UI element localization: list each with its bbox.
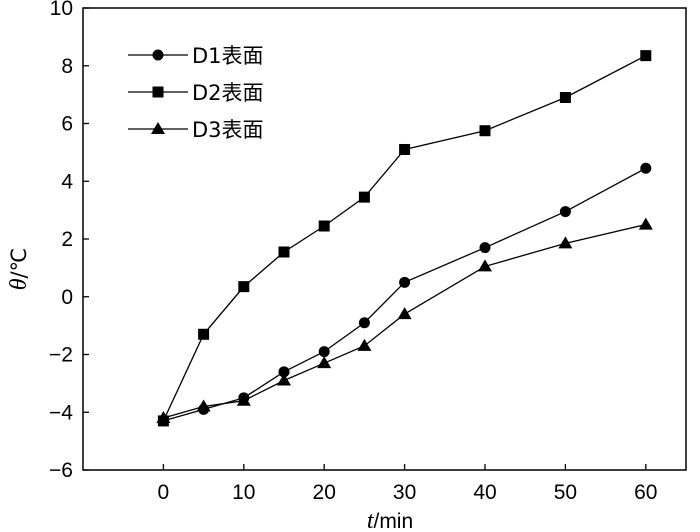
y-tick-label: −2 (49, 344, 73, 367)
data-point-triangle (196, 399, 211, 412)
data-point-square (238, 281, 250, 293)
series-line (163, 167, 647, 422)
data-point-triangle (236, 393, 251, 406)
y-axis-unit: /℃ (7, 248, 31, 279)
y-tick-label: −4 (49, 401, 73, 424)
legend-marker-triangle (151, 122, 165, 134)
y-axis-title: θ/℃ (6, 248, 32, 290)
y-tick-label: −6 (49, 459, 73, 482)
x-axis-title: t/min (367, 508, 413, 532)
data-point-square (318, 220, 330, 232)
data-point-triangle (558, 236, 573, 249)
data-point-triangle (478, 259, 492, 272)
y-axis-var: θ (6, 278, 32, 290)
legend-item-2: D2表面 (128, 81, 264, 105)
y-tick-label: 6 (61, 113, 73, 136)
x-tick-label: 30 (393, 481, 416, 504)
data-point-circle (318, 346, 330, 358)
data-point-triangle (638, 217, 653, 230)
y-tick-label: 10 (50, 0, 73, 20)
data-point-circle (559, 206, 571, 218)
data-point-square (278, 246, 290, 258)
legend-label: D2表面 (192, 81, 264, 105)
data-point-square (640, 50, 652, 62)
y-tick-label: 4 (61, 170, 73, 193)
data-point-triangle (397, 307, 412, 320)
data-point-triangle (277, 373, 291, 386)
x-tick-label: 10 (232, 481, 255, 504)
y-tick-label: 2 (61, 228, 73, 251)
data-point-square (198, 328, 210, 340)
data-point-circle (399, 276, 411, 288)
data-point-circle (640, 162, 652, 174)
data-point-circle (358, 317, 370, 329)
data-point-triangle (317, 356, 332, 369)
x-tick-label: 40 (473, 481, 496, 504)
data-point-circle (278, 366, 290, 378)
legend-label: D3表面 (192, 118, 264, 142)
data-point-triangle (156, 411, 171, 424)
x-axis-unit: /min (373, 510, 413, 532)
legend-marker-square (152, 86, 164, 98)
x-tick-label: 50 (554, 481, 577, 504)
legend-item-1: D1表面 (128, 44, 264, 68)
series-line (163, 223, 646, 419)
legend-item-3: D3表面 (128, 118, 264, 142)
x-tick-label: 0 (158, 481, 170, 504)
legend-label: D1表面 (192, 44, 264, 68)
y-tick-label: 0 (61, 286, 73, 309)
data-point-triangle (357, 338, 372, 351)
series-1 (157, 162, 652, 427)
data-point-square (479, 125, 491, 137)
series-2 (157, 50, 652, 427)
x-axis-var: t (367, 508, 375, 532)
x-tick-label: 60 (634, 481, 657, 504)
y-tick-label: 8 (61, 55, 73, 78)
x-tick-label: 20 (313, 481, 336, 504)
series-3 (156, 217, 653, 424)
series-line (162, 55, 647, 422)
legend-marker-circle (152, 49, 164, 61)
data-point-square (358, 191, 370, 203)
data-point-square (559, 92, 571, 104)
data-point-square (399, 143, 411, 155)
data-point-circle (479, 242, 491, 254)
